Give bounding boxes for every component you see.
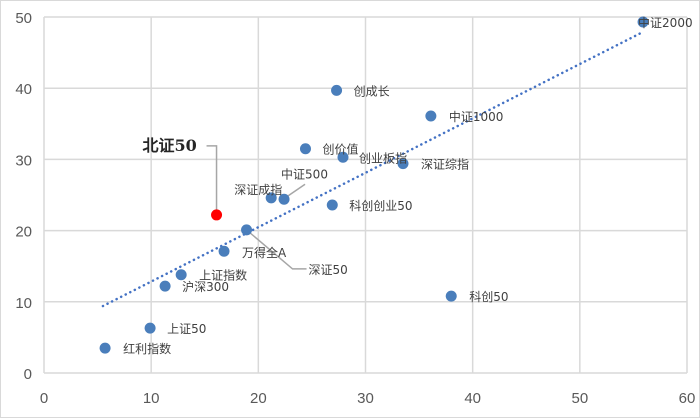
x-tick-label: 60 [679, 390, 696, 407]
x-tick-label: 40 [464, 390, 481, 407]
leader-line [285, 183, 306, 198]
leader-line [246, 229, 307, 270]
data-label: 中证500 [281, 166, 328, 181]
data-point [265, 192, 277, 204]
data-point [397, 158, 409, 170]
data-label: 科创50 [469, 290, 508, 304]
data-label: 科创创业50 [349, 199, 412, 213]
y-tick-label: 20 [15, 224, 32, 241]
data-label: 万得全A [242, 245, 287, 260]
data-point [326, 199, 338, 211]
x-tick-label: 20 [250, 390, 267, 407]
data-point [425, 110, 437, 122]
y-tick-label: 30 [15, 152, 32, 169]
data-label: 创成长 [354, 84, 390, 98]
data-point [144, 322, 156, 334]
y-tick-label: 50 [15, 10, 32, 27]
data-label: 上证50 [167, 322, 206, 336]
data-label: 北证50 [143, 136, 197, 155]
x-tick-label: 50 [571, 390, 588, 407]
data-point [331, 84, 343, 96]
x-tick-label: 30 [357, 390, 374, 407]
data-label: 深证综指 [421, 157, 469, 172]
y-tick-label: 10 [15, 295, 32, 312]
data-label: 创价值 [322, 142, 358, 157]
data-point [445, 290, 457, 302]
data-point [99, 342, 111, 354]
data-label: 中证2000 [638, 15, 693, 30]
data-point [159, 280, 171, 292]
data-label: 红利指数 [123, 341, 171, 356]
data-label: 创业板指 [359, 150, 407, 165]
data-point [278, 193, 290, 205]
data-label: 沪深300 [182, 280, 229, 294]
data-point [337, 151, 349, 163]
leader-line [206, 145, 218, 211]
highlight-point [211, 209, 223, 221]
trendline [101, 30, 645, 308]
data-point [175, 269, 187, 281]
x-tick-label: 0 [40, 390, 48, 407]
x-tick-label: 10 [143, 390, 160, 407]
data-point [241, 224, 253, 236]
data-label: 上证指数 [199, 268, 247, 283]
y-tick-label: 0 [24, 366, 32, 383]
data-point [637, 16, 649, 28]
data-point [218, 245, 230, 257]
data-label: 深证50 [309, 263, 348, 277]
data-point [299, 143, 311, 155]
data-label: 深证成指 [234, 182, 282, 197]
data-label: 中证1000 [449, 109, 504, 124]
y-tick-label: 40 [15, 81, 32, 98]
